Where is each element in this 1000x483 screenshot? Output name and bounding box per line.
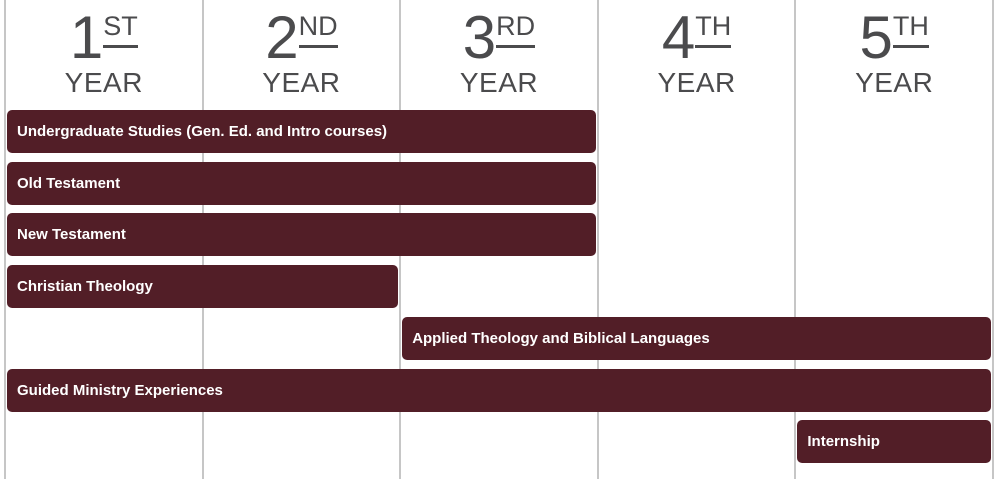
year-header-top: 1 ST [69,4,138,71]
year-suffix: ST [103,11,138,41]
year-suffix-underline: ST [103,11,138,48]
year-number: 5 [859,4,893,71]
gantt-bar-label: Internship [807,433,880,451]
year-header-top: 4 TH [661,4,732,71]
year-header-2: 2 ND YEAR [203,0,401,103]
grid-line [794,0,797,479]
year-suffix-underline: TH [695,11,732,48]
grid-line [4,0,6,479]
gantt-bar-old-testament: Old Testament [7,161,596,205]
year-header-top: 2 ND [265,4,338,71]
year-suffix-underline: ND [298,11,338,48]
year-number: 4 [661,4,696,71]
year-number: 3 [462,4,497,71]
gantt-bar-label: Applied Theology and Biblical Languages [412,329,710,347]
year-header-1: 1 ST YEAR [5,0,203,103]
gantt-bar-guided-ministry: Guided Ministry Experiences [7,368,991,412]
year-label: YEAR [262,67,341,98]
year-suffix-underline: RD [496,11,536,48]
year-label: YEAR [459,67,539,98]
gantt-bar-christian-theology: Christian Theology [7,265,399,309]
year-label: YEAR [64,67,143,98]
year-header-top: 5 TH [859,4,929,71]
gantt-bar-undergraduate-studies: Undergraduate Studies (Gen. Ed. and Intr… [7,110,596,153]
year-label: YEAR [855,67,934,98]
grid-line [992,0,994,479]
gantt-bar-new-testament: New Testament [7,213,596,257]
gantt-bar-label: Old Testament [17,174,121,192]
grid-line [596,0,599,479]
gantt-bar-internship: Internship [797,420,991,464]
gantt-bar-label: Guided Ministry Experiences [17,381,223,399]
year-header-3: 3 RD YEAR [400,0,598,103]
year-header-4: 4 TH YEAR [598,0,796,103]
year-label: YEAR [657,67,736,98]
year-suffix-underline: TH [892,11,929,48]
year-suffix: ND [298,11,338,41]
gantt-bar-label: Christian Theology [17,278,153,296]
year-header-top: 3 RD [462,4,536,71]
gantt-bar-applied-theology: Applied Theology and Biblical Languages [402,316,991,360]
gantt-bar-label: New Testament [17,226,126,244]
gantt-bar-label: Undergraduate Studies (Gen. Ed. and Intr… [17,123,388,140]
year-header-5: 5 TH YEAR [795,0,993,103]
year-number: 2 [265,4,299,71]
year-suffix: TH [892,11,929,41]
year-number: 1 [69,4,104,71]
year-suffix: TH [695,11,732,41]
year-suffix: RD [496,11,536,41]
